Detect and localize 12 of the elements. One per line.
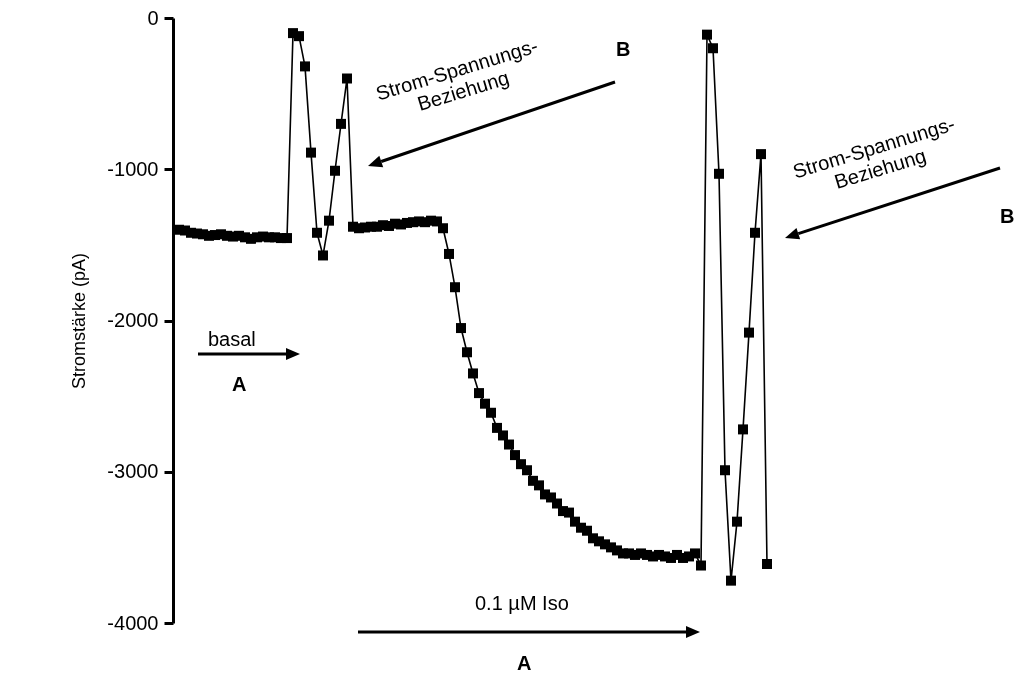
- annotation: B: [616, 38, 631, 61]
- y-tick-label: 0: [147, 6, 159, 29]
- y-tick-label: -2000: [107, 309, 159, 331]
- y-tick-label: -1000: [107, 157, 159, 180]
- annotation: 0.1 µM Iso: [475, 592, 569, 615]
- y-tick-label: -4000: [107, 611, 159, 634]
- y-tick-label: -3000: [107, 460, 159, 483]
- annotation: basal: [208, 328, 256, 351]
- y-axis-title: Stromstärke (pA): [69, 252, 90, 390]
- text: A: [517, 652, 532, 675]
- annotation: A: [232, 373, 247, 396]
- text: B: [1000, 205, 1015, 228]
